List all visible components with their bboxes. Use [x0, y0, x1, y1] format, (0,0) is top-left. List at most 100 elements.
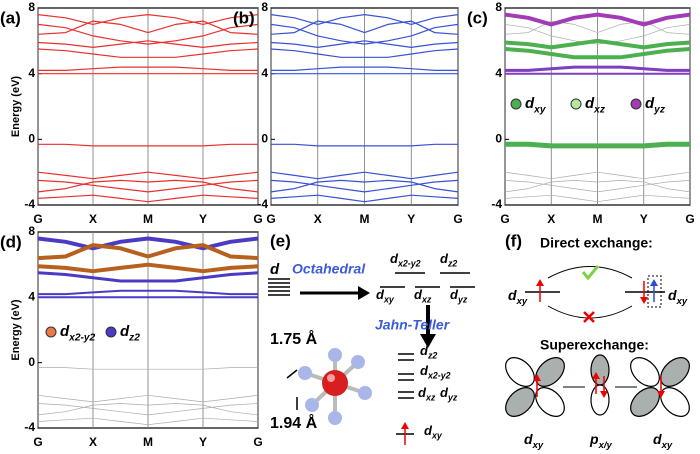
legend-marker: [510, 98, 522, 110]
band-line: [270, 194, 459, 203]
y-tick-label: -4: [491, 197, 502, 211]
band-line: [37, 394, 259, 403]
orbital-sub: xy: [533, 104, 547, 115]
panel-label: (f): [505, 231, 522, 250]
orbital-main: d: [525, 95, 535, 112]
x-tick-label: M: [593, 212, 603, 226]
band-line: [505, 141, 690, 149]
band-line: [37, 417, 259, 426]
orbital-sub: xy: [676, 295, 688, 306]
legend-marker: [45, 326, 57, 338]
orbital-label: dz2: [420, 343, 437, 360]
y-tick-label: 8: [28, 0, 35, 14]
x-tick-label: G: [253, 435, 262, 449]
x-tick-label: X: [314, 212, 322, 226]
panel-label: (a): [0, 8, 21, 27]
band-line: [270, 14, 459, 25]
direct-exchange-title: Direct exchange:: [540, 235, 653, 251]
orbital-sub: xy: [661, 439, 673, 450]
orbital-main: d: [420, 343, 429, 358]
x-tick-label: M: [143, 435, 153, 449]
legend-marker: [570, 98, 582, 110]
orbital-main: d: [524, 431, 533, 447]
band-line: [37, 194, 259, 203]
superexchange-title: Superexchange:: [540, 337, 649, 353]
orbital-sub: x/y: [598, 439, 613, 450]
band-line: [38, 289, 258, 296]
band-line: [37, 403, 259, 416]
y-axis-label: Energy (eV): [10, 299, 22, 360]
y-tick-label: -4: [24, 197, 35, 211]
panel-label: (b): [233, 8, 255, 27]
x-tick-label: G: [500, 212, 509, 226]
band-line: [37, 262, 259, 274]
orbital-sub: xy: [383, 295, 395, 305]
band-line: [270, 48, 459, 58]
orbital-label: dxy: [668, 287, 688, 307]
x-tick-label: G: [253, 212, 262, 226]
orbital-main: d: [585, 95, 595, 112]
orbital-sub: x2-y2: [427, 371, 451, 381]
y-tick-label: 0: [28, 132, 35, 146]
orbital-main: d: [376, 287, 385, 302]
x-tick-label: G: [33, 435, 42, 449]
band-line: [37, 40, 259, 48]
band-line: [37, 271, 259, 283]
x-tick-label: Y: [199, 435, 207, 449]
x-tick-label: X: [547, 212, 555, 226]
orbital-label: dx2-y2: [390, 251, 421, 268]
orbital-sub: xz: [593, 104, 606, 115]
orbital-label: dxy: [376, 287, 395, 304]
band-line: [37, 243, 259, 261]
band-line: [504, 180, 691, 193]
band-line: [504, 24, 691, 45]
orbital-sub: x2-y2: [397, 259, 421, 269]
band-line: [38, 66, 258, 71]
orbital-label: dxz: [414, 287, 432, 304]
orbital-label: dz2: [120, 323, 140, 343]
x-tick-label: G: [453, 212, 462, 226]
x-tick-label: Y: [640, 212, 648, 226]
x-tick-label: X: [89, 435, 97, 449]
x-tick-label: Y: [199, 212, 207, 226]
x-tick-label: G: [685, 212, 694, 226]
orbital-label: dxy: [653, 431, 673, 451]
orbital-sub: yz: [457, 295, 468, 305]
bond-length: 1.94 Å: [270, 413, 318, 432]
band-line: [37, 403, 259, 416]
orbital-label: dxz: [418, 385, 436, 402]
y-tick-label: -4: [24, 420, 35, 434]
y-tick-label: 8: [261, 0, 268, 14]
x-tick-label: X: [89, 212, 97, 226]
d-label: d: [270, 261, 280, 278]
band-line: [270, 40, 459, 48]
band-line: [37, 48, 259, 58]
y-tick-label: 8: [495, 0, 502, 14]
x-tick-label: G: [266, 212, 275, 226]
orbital-label: dx2-y2: [420, 363, 451, 380]
x-tick-label: G: [33, 212, 42, 226]
band-line: [504, 180, 691, 193]
band-line: [271, 66, 458, 71]
y-tick-label: 4: [261, 66, 268, 80]
orbital-main: d: [390, 251, 399, 266]
orbital-label: dxz: [585, 95, 606, 115]
orbital-main: p: [589, 431, 599, 447]
orbital-sub: xy: [532, 439, 544, 450]
y-tick-label: 0: [261, 132, 268, 146]
orbital-main: d: [120, 323, 130, 340]
x-tick-label: M: [360, 212, 370, 226]
band-line: [270, 23, 459, 45]
y-tick-label: -4: [257, 197, 268, 211]
y-tick-label: 0: [28, 355, 35, 369]
orbital-sub: x2-y2: [68, 332, 95, 343]
y-tick-label: 0: [495, 132, 502, 146]
orbital-main: d: [653, 431, 662, 447]
band-line: [37, 23, 259, 45]
orbital-label: px/y: [589, 431, 612, 451]
panel-label: (d): [0, 232, 22, 251]
band-line: [37, 236, 259, 251]
y-tick-label: 8: [28, 224, 35, 238]
band-line: [270, 179, 459, 193]
orbital-main: d: [668, 287, 677, 303]
